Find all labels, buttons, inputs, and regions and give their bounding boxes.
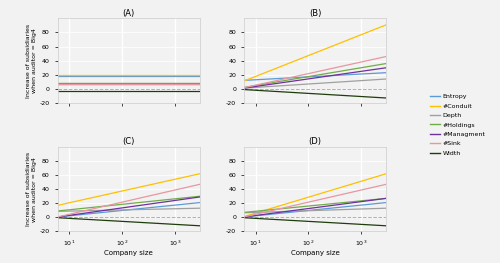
Legend: Entropy, #Conduit, Depth, #Holdings, #Managment, #Sink, Width: Entropy, #Conduit, Depth, #Holdings, #Ma…	[430, 94, 486, 156]
Title: (D): (D)	[308, 137, 322, 146]
Title: (B): (B)	[309, 9, 322, 18]
Title: (A): (A)	[122, 9, 135, 18]
X-axis label: Company size: Company size	[104, 250, 153, 256]
Y-axis label: Increase of subsidiaries
when auditor = Big4: Increase of subsidiaries when auditor = …	[26, 24, 37, 98]
Y-axis label: Increase of subsidiaries
when auditor = Big4: Increase of subsidiaries when auditor = …	[26, 152, 37, 226]
Title: (C): (C)	[122, 137, 135, 146]
X-axis label: Company size: Company size	[290, 250, 340, 256]
